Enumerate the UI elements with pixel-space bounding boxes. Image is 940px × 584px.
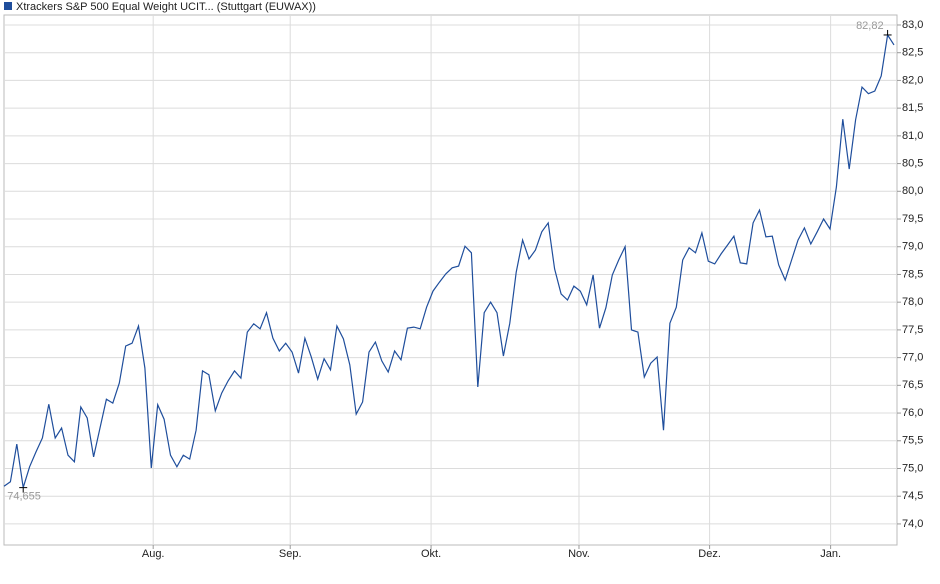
legend-swatch — [4, 2, 12, 10]
extreme-label: 74,655 — [7, 491, 41, 503]
y-tick-label: 83,0 — [902, 19, 923, 31]
y-tick-label: 81,0 — [902, 130, 923, 142]
x-tick-label: Dez. — [698, 548, 721, 560]
y-tick-label: 77,5 — [902, 324, 923, 336]
y-tick-label: 76,5 — [902, 379, 923, 391]
x-tick-label: Aug. — [142, 548, 165, 560]
y-tick-label: 76,0 — [902, 407, 923, 419]
y-tick-label: 74,5 — [902, 490, 923, 502]
y-tick-label: 82,0 — [902, 74, 923, 86]
x-tick-label: Nov. — [568, 548, 590, 560]
y-tick-label: 74,0 — [902, 518, 923, 530]
y-tick-label: 81,5 — [902, 102, 923, 114]
extreme-label: 82,82 — [856, 20, 884, 32]
y-tick-label: 75,0 — [902, 462, 923, 474]
price-line — [3, 33, 895, 488]
y-tick-label: 79,5 — [902, 213, 923, 225]
y-tick-label: 80,0 — [902, 185, 923, 197]
y-tick-label: 75,5 — [902, 435, 923, 447]
y-tick-label: 80,5 — [902, 157, 923, 169]
x-tick-label: Jan. — [820, 548, 841, 560]
chart-title: Xtrackers S&P 500 Equal Weight UCIT... (… — [16, 1, 316, 13]
y-tick-label: 77,0 — [902, 352, 923, 364]
x-tick-label: Sep. — [279, 548, 302, 560]
y-tick-label: 79,0 — [902, 241, 923, 253]
plot-frame — [3, 14, 898, 546]
y-tick-label: 82,5 — [902, 47, 923, 59]
y-tick-label: 78,5 — [902, 268, 923, 280]
y-tick-label: 78,0 — [902, 296, 923, 308]
x-tick-label: Okt. — [421, 548, 441, 560]
